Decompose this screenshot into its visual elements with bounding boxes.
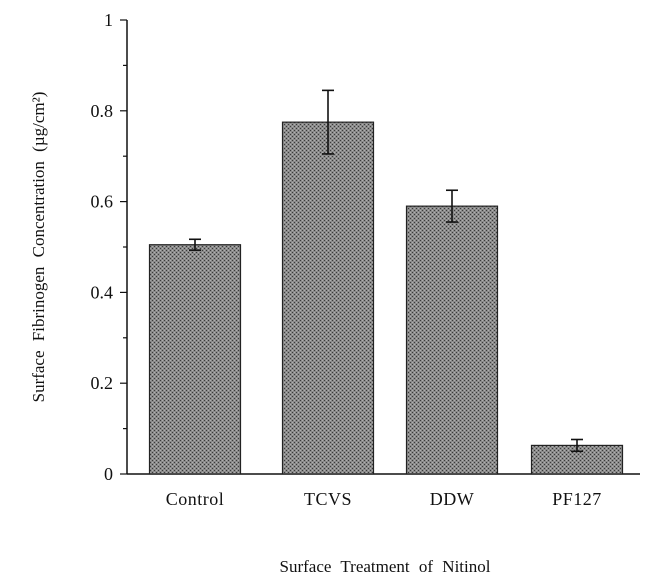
y-axis-title: Surface Fibrinogen Concentration (µg/cm²…	[29, 92, 48, 403]
y-tick-label: 0.2	[91, 373, 114, 393]
x-tick-label: DDW	[430, 489, 475, 509]
x-tick-label: Control	[166, 489, 225, 509]
bar-control	[148, 244, 242, 475]
y-tick-label: 0	[104, 464, 113, 484]
plot-area: 0 0.2 0.4 0.6 0.8 1 Control TCVS DDW PF127	[91, 10, 640, 509]
y-tick-label: 0.4	[91, 282, 114, 302]
y-tick-label: 0.8	[91, 101, 114, 121]
x-axis-title: Surface Treatment of Nitinol	[280, 557, 491, 576]
bar-ddw	[405, 205, 499, 475]
y-tick-label: 1	[104, 10, 113, 30]
y-tick-label: 0.6	[91, 192, 114, 212]
x-tick-label: TCVS	[304, 489, 352, 509]
x-tick-label: PF127	[552, 489, 602, 509]
bar-tcvs	[281, 121, 375, 475]
